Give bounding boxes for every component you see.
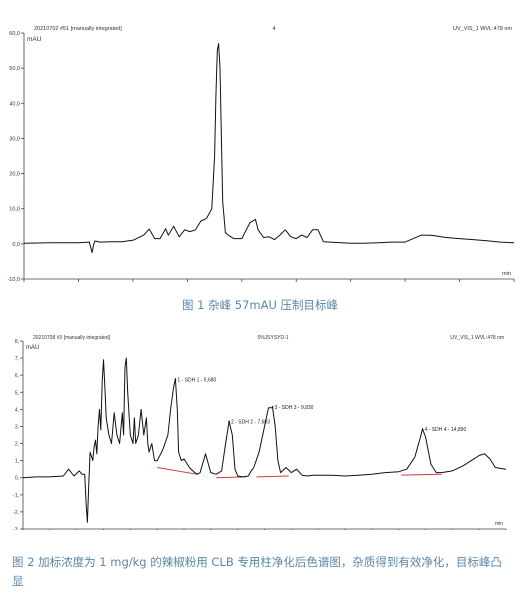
peak-marker <box>174 378 177 381</box>
y-tick-label: -1, <box>13 493 19 499</box>
peak-annotation: 4 - SDH 4 - 14,890 <box>425 427 467 433</box>
chromatogram-trace <box>22 357 507 523</box>
y-tick-label: -3, <box>13 527 19 530</box>
peak-annotation: 1 - SDH 1 - 5,680 <box>177 377 216 383</box>
chart-header-center: 5%JSYSYD-1 <box>257 335 288 341</box>
chart-header-left: 20210702 #51 [manually integrated] <box>34 26 122 32</box>
y-tick-label: 60,0 <box>9 31 20 37</box>
y-tick-label: -10,0 <box>7 277 20 282</box>
y-tick-label: 2, <box>15 442 19 448</box>
y-tick-label: 0,0 <box>12 242 20 248</box>
peak-marker <box>228 420 230 423</box>
chart-header-right: UV_VIS_1 WVL:478 nm <box>453 26 512 32</box>
y-tick-label: 7, <box>15 356 19 362</box>
y-tick-label: 3, <box>15 424 19 430</box>
peak-marker <box>421 428 424 430</box>
chart-header-center: 4 <box>272 26 275 32</box>
y-tick-label: 0, <box>15 476 19 482</box>
chart-header-left: 20210708 #3 [manually integrated] <box>33 335 111 341</box>
figure-2-caption: 图 2 加标浓度为 1 mg/kg 的辣椒粉用 CLB 专用柱净化后色谱图，杂质… <box>12 555 502 588</box>
chart-header-right: UV_VIS_1 WVL:478 nm <box>450 335 504 341</box>
y-tick-label: 4, <box>15 407 19 413</box>
peak-marker <box>271 406 274 408</box>
x-axis-label: min <box>495 521 503 527</box>
y-tick-label: 1, <box>15 459 19 465</box>
peak-annotation: 3 - SDH 3 - 9,830 <box>275 405 314 411</box>
chromatogram-trace <box>23 43 515 254</box>
y-tick-label: 6, <box>15 373 19 379</box>
chromatogram-figure-1: 20210702 #51 [manually integrated] 4 UV_VI… <box>0 0 520 290</box>
x-axis-label: min <box>502 271 511 277</box>
chromatogram-figure-2: 20210708 #3 [manually integrated] 5%JSYSY… <box>0 330 520 540</box>
y-tick-label: 40,0 <box>9 101 20 107</box>
y-tick-label: 50,0 <box>9 66 20 72</box>
integration-baseline <box>401 473 442 476</box>
chromatogram-2-svg: 20210708 #3 [manually integrated] 5%JSYSY… <box>13 335 511 540</box>
integration-baseline <box>157 466 198 475</box>
y-tick-label: 8, <box>15 339 19 345</box>
figure-1-caption: 图 1 杂峰 57mAU 压制目标峰 <box>181 298 339 312</box>
peak-annotation: 2 - SDH 2 - 7,683 <box>231 419 270 425</box>
chromatogram-1-svg: 20210702 #51 [manually integrated] 4 UV_VI… <box>7 26 518 290</box>
y-tick-label: 5, <box>15 390 19 396</box>
y-axis-label: mAU <box>27 36 42 43</box>
y-tick-label: 30,0 <box>9 136 20 142</box>
integration-baseline <box>256 475 289 478</box>
y-tick-label: 10,0 <box>9 207 20 213</box>
y-tick-label: 20,0 <box>9 172 20 178</box>
y-tick-label: -2, <box>13 510 19 516</box>
y-axis-label: mAU <box>26 345 39 351</box>
